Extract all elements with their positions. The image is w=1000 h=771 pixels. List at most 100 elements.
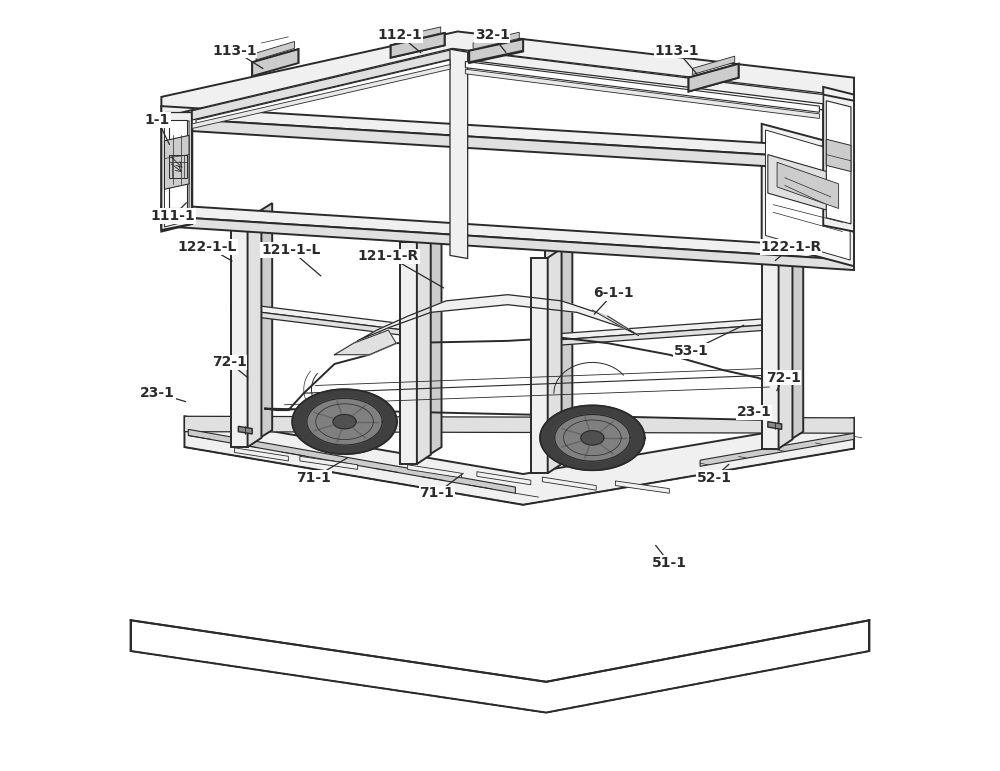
Polygon shape bbox=[333, 415, 356, 429]
Polygon shape bbox=[252, 49, 298, 76]
Polygon shape bbox=[469, 39, 523, 63]
Polygon shape bbox=[450, 49, 468, 258]
Polygon shape bbox=[184, 416, 854, 505]
Text: 122-1-R: 122-1-R bbox=[760, 240, 822, 254]
Text: 71-1: 71-1 bbox=[296, 471, 331, 485]
Polygon shape bbox=[161, 118, 854, 172]
Text: 112-1: 112-1 bbox=[378, 29, 422, 42]
Polygon shape bbox=[692, 56, 735, 75]
Polygon shape bbox=[417, 233, 431, 464]
Polygon shape bbox=[252, 49, 298, 76]
Text: 23-1: 23-1 bbox=[737, 406, 771, 419]
Polygon shape bbox=[826, 101, 851, 224]
Polygon shape bbox=[192, 49, 823, 126]
Text: 72-1: 72-1 bbox=[766, 371, 801, 385]
Polygon shape bbox=[542, 477, 596, 490]
Text: 111-1: 111-1 bbox=[151, 209, 195, 223]
Polygon shape bbox=[465, 69, 819, 119]
Polygon shape bbox=[234, 448, 288, 461]
Polygon shape bbox=[477, 472, 531, 485]
Polygon shape bbox=[184, 416, 854, 433]
Polygon shape bbox=[231, 308, 417, 337]
Polygon shape bbox=[823, 87, 854, 231]
Polygon shape bbox=[161, 118, 192, 230]
Polygon shape bbox=[400, 242, 417, 464]
Polygon shape bbox=[164, 136, 189, 189]
Text: 71-1: 71-1 bbox=[419, 487, 454, 500]
Polygon shape bbox=[391, 33, 445, 58]
Polygon shape bbox=[465, 62, 819, 113]
Polygon shape bbox=[161, 216, 854, 270]
Polygon shape bbox=[395, 27, 441, 44]
Polygon shape bbox=[335, 295, 639, 355]
Polygon shape bbox=[791, 214, 803, 439]
Polygon shape bbox=[768, 155, 848, 216]
Polygon shape bbox=[161, 106, 854, 160]
Polygon shape bbox=[766, 130, 850, 260]
Text: 1-1: 1-1 bbox=[145, 113, 170, 127]
Polygon shape bbox=[161, 110, 192, 231]
Polygon shape bbox=[248, 210, 261, 447]
Polygon shape bbox=[548, 248, 562, 473]
Text: 121-1-R: 121-1-R bbox=[358, 249, 419, 263]
Polygon shape bbox=[689, 64, 739, 92]
Polygon shape bbox=[454, 49, 823, 104]
Polygon shape bbox=[689, 64, 739, 92]
Polygon shape bbox=[196, 60, 450, 126]
Polygon shape bbox=[307, 399, 382, 445]
Polygon shape bbox=[165, 113, 191, 216]
Text: 122-1-L: 122-1-L bbox=[178, 240, 237, 254]
Polygon shape bbox=[265, 338, 769, 420]
Polygon shape bbox=[531, 258, 548, 473]
Polygon shape bbox=[231, 302, 417, 332]
Polygon shape bbox=[335, 330, 396, 355]
Polygon shape bbox=[164, 121, 189, 227]
Polygon shape bbox=[762, 231, 779, 449]
Polygon shape bbox=[256, 42, 295, 60]
Polygon shape bbox=[292, 389, 397, 454]
Text: 113-1: 113-1 bbox=[655, 44, 699, 58]
Text: 53-1: 53-1 bbox=[673, 344, 708, 358]
Polygon shape bbox=[260, 203, 272, 438]
Polygon shape bbox=[188, 429, 515, 493]
Polygon shape bbox=[429, 225, 442, 455]
Polygon shape bbox=[231, 220, 248, 447]
Polygon shape bbox=[169, 155, 187, 177]
Polygon shape bbox=[540, 406, 645, 470]
Text: 23-1: 23-1 bbox=[140, 386, 175, 400]
Polygon shape bbox=[169, 120, 187, 208]
Polygon shape bbox=[244, 210, 260, 438]
Polygon shape bbox=[192, 65, 450, 129]
Polygon shape bbox=[776, 222, 791, 439]
Polygon shape bbox=[545, 248, 560, 464]
Text: 72-1: 72-1 bbox=[212, 355, 247, 369]
Text: 113-1: 113-1 bbox=[212, 44, 257, 58]
Text: 6-1-1: 6-1-1 bbox=[594, 286, 634, 300]
Text: 32-1: 32-1 bbox=[475, 29, 510, 42]
Polygon shape bbox=[823, 95, 854, 231]
Text: 52-1: 52-1 bbox=[696, 471, 731, 485]
Polygon shape bbox=[473, 32, 519, 49]
Polygon shape bbox=[545, 318, 779, 341]
Polygon shape bbox=[615, 481, 669, 493]
Polygon shape bbox=[300, 456, 358, 470]
Text: 51-1: 51-1 bbox=[652, 556, 687, 570]
Polygon shape bbox=[581, 431, 604, 445]
Polygon shape bbox=[161, 32, 854, 118]
Polygon shape bbox=[161, 204, 854, 260]
Polygon shape bbox=[414, 233, 429, 455]
Polygon shape bbox=[131, 620, 869, 712]
Polygon shape bbox=[762, 124, 854, 266]
Polygon shape bbox=[700, 433, 854, 466]
Polygon shape bbox=[238, 426, 252, 434]
Polygon shape bbox=[408, 465, 462, 478]
Polygon shape bbox=[826, 140, 851, 172]
Polygon shape bbox=[469, 39, 523, 62]
Polygon shape bbox=[768, 422, 782, 429]
Polygon shape bbox=[779, 222, 792, 449]
Polygon shape bbox=[391, 33, 445, 58]
Polygon shape bbox=[192, 49, 454, 120]
Polygon shape bbox=[592, 310, 639, 335]
Polygon shape bbox=[555, 415, 630, 461]
Text: 121-1-L: 121-1-L bbox=[261, 243, 320, 257]
